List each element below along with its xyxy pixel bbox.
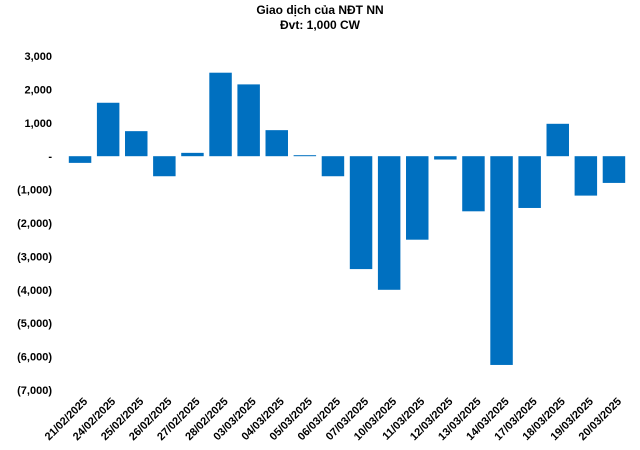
bar xyxy=(490,156,513,365)
bar xyxy=(462,156,485,212)
y-tick-label: 2,000 xyxy=(24,84,52,96)
bar xyxy=(125,131,148,157)
y-tick-label: 1,000 xyxy=(24,118,52,130)
y-tick-label: (7,000) xyxy=(17,385,52,397)
bar xyxy=(602,156,626,183)
bar xyxy=(68,156,92,163)
bar xyxy=(153,156,176,177)
bar xyxy=(406,156,429,240)
bar xyxy=(293,155,317,157)
bar xyxy=(434,156,457,160)
chart-title: Giao dịch của NĐT NN xyxy=(256,3,384,17)
y-tick-label: (2,000) xyxy=(17,218,52,230)
y-axis-tick-labels: 3,000 2,000 1,000 - (1,000) (2,000) (3,000) (4,… xyxy=(17,51,52,397)
bar xyxy=(181,152,204,157)
y-tick-label: (4,000) xyxy=(17,285,52,297)
chart-subtitle: Đvt: 1,000 CW xyxy=(279,18,361,32)
bar xyxy=(237,84,260,157)
y-tick-label: (6,000) xyxy=(17,352,52,364)
bar xyxy=(321,156,345,177)
bar xyxy=(546,123,569,157)
y-tick-label: (1,000) xyxy=(17,185,52,197)
x-axis-tick-labels: 21/02/202524/02/202525/02/202526/02/2025… xyxy=(43,396,624,443)
bar xyxy=(574,156,598,196)
y-tick-label: - xyxy=(48,151,52,163)
bar xyxy=(265,130,288,157)
bar xyxy=(377,156,401,290)
y-tick-label: (3,000) xyxy=(17,251,52,263)
y-tick-label: 3,000 xyxy=(24,51,52,63)
y-tick-label: (5,000) xyxy=(17,318,52,330)
bars xyxy=(68,72,626,365)
bar xyxy=(518,156,541,208)
bar xyxy=(209,72,232,157)
bar xyxy=(349,156,373,270)
bar xyxy=(96,102,120,157)
